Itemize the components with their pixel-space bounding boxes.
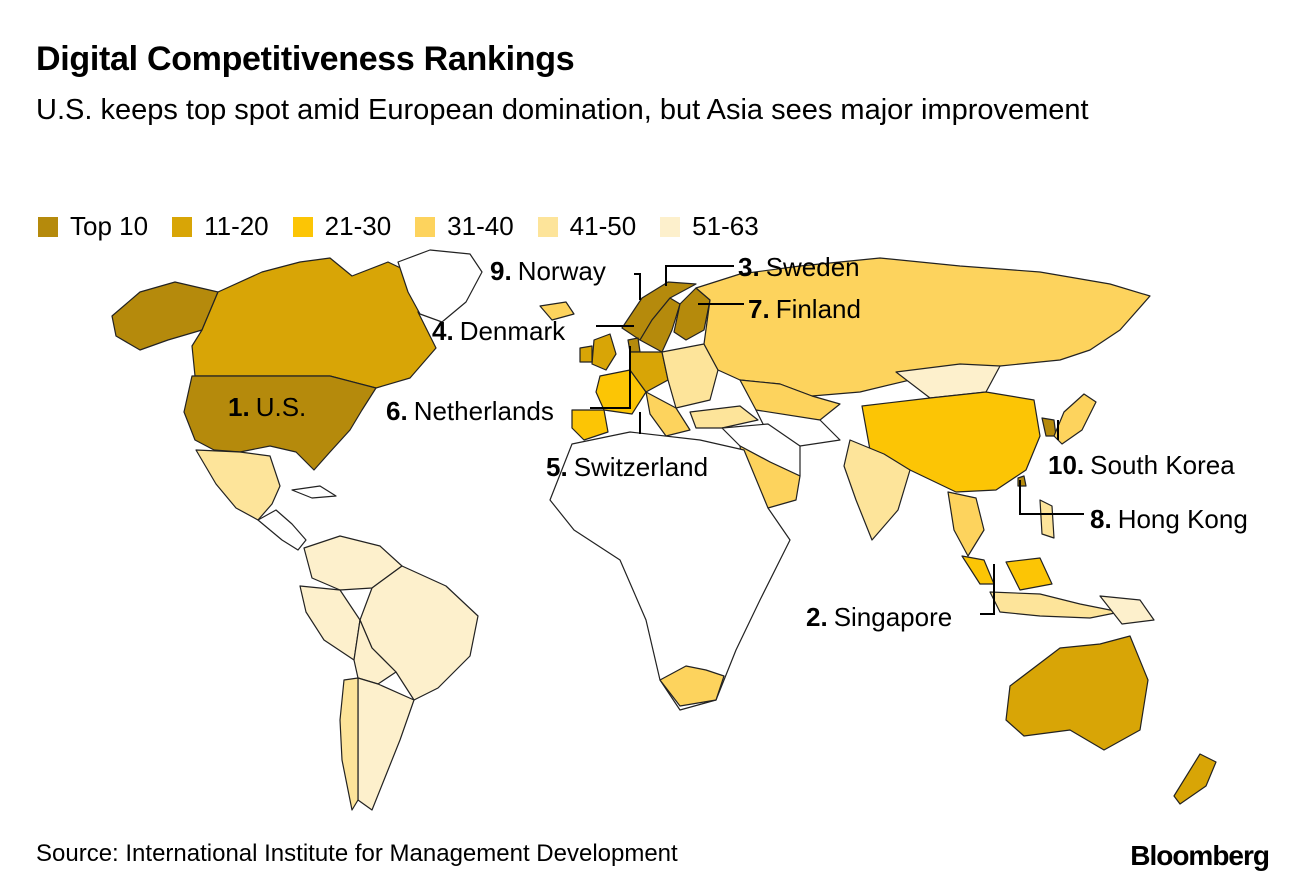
region-mongolia — [895, 363, 1001, 399]
country-name: South Korea — [1090, 450, 1235, 480]
rank-number: 8. — [1090, 504, 1112, 534]
rank-number: 7. — [748, 294, 770, 324]
region-iceland — [539, 301, 575, 321]
region-argentina — [357, 677, 415, 811]
region-new-zealand — [1173, 753, 1217, 805]
legend-item-11-20: 11-20 — [172, 211, 269, 242]
legend-item-top10: Top 10 — [38, 211, 148, 242]
region-iberia — [571, 409, 609, 441]
chart-subtitle: U.S. keeps top spot amid European domina… — [36, 94, 1089, 126]
region-canada — [191, 257, 437, 389]
country-name: Singapore — [834, 602, 953, 632]
legend-swatch — [415, 216, 436, 237]
country-name: U.S. — [256, 392, 307, 422]
country-name: Switzerland — [574, 452, 708, 482]
region-indonesia — [989, 591, 1121, 619]
legend: Top 10 11-20 21-30 31-40 41-50 51-63 — [38, 211, 783, 242]
leader-line-singapore — [980, 564, 995, 615]
region-japan — [1053, 393, 1097, 445]
legend-swatch — [292, 216, 313, 237]
label-finland: 7. Finland — [748, 294, 861, 324]
legend-swatch — [38, 216, 58, 237]
region-south-africa — [659, 665, 725, 707]
legend-swatch — [172, 216, 193, 237]
legend-swatch — [537, 216, 558, 237]
label-norway: 9. Norway — [490, 256, 606, 286]
region-mexico — [195, 449, 281, 521]
region-southeast-asia — [947, 491, 985, 557]
legend-item-41-50: 41-50 — [537, 211, 637, 242]
region-uk — [591, 333, 617, 371]
label-hong-kong: 8. Hong Kong — [1090, 504, 1248, 534]
country-name: Norway — [518, 256, 606, 286]
bloomberg-logo: Bloomberg — [1130, 840, 1270, 871]
legend-label: 11-20 — [204, 211, 269, 241]
region-chile — [339, 677, 359, 811]
rank-number: 5. — [546, 452, 568, 482]
rank-number: 1. — [228, 392, 250, 422]
rank-number: 4. — [432, 316, 454, 346]
region-papua — [1099, 595, 1155, 625]
leader-line-hong-kong — [1019, 480, 1084, 515]
leader-line-norway — [634, 273, 641, 300]
rank-number: 2. — [806, 602, 828, 632]
country-name: Denmark — [460, 316, 566, 346]
region-central-america — [257, 509, 307, 551]
label-netherlands: 6. Netherlands — [386, 396, 554, 426]
legend-item-51-63: 51-63 — [660, 211, 759, 242]
region-borneo — [1005, 557, 1053, 591]
legend-item-31-40: 31-40 — [415, 211, 514, 242]
source-note: Source: International Institute for Mana… — [36, 840, 678, 867]
rank-number: 10. — [1048, 450, 1084, 480]
leader-line-netherlands — [590, 346, 631, 409]
chart-title: Digital Competitiveness Rankings — [36, 40, 575, 78]
region-ireland — [579, 345, 593, 363]
region-cuba — [291, 485, 337, 499]
label-singapore: 2. Singapore — [806, 602, 952, 632]
rank-number: 3. — [738, 252, 760, 282]
country-name: Hong Kong — [1118, 504, 1248, 534]
region-malaysia — [961, 555, 995, 585]
label-switzerland: 5. Switzerland — [546, 452, 708, 482]
country-name: Sweden — [766, 252, 860, 282]
legend-label: Top 10 — [70, 211, 149, 241]
legend-label: 21-30 — [324, 211, 392, 241]
legend-label: 41-50 — [569, 211, 637, 241]
legend-item-21-30: 21-30 — [292, 211, 392, 242]
label-us: 1. U.S. — [228, 392, 306, 422]
region-russia — [695, 257, 1151, 397]
region-australia — [1005, 635, 1149, 751]
country-name: Netherlands — [414, 396, 554, 426]
label-south-korea: 10. South Korea — [1048, 450, 1235, 480]
region-india — [843, 439, 911, 541]
legend-swatch — [660, 216, 681, 237]
region-greenland — [397, 249, 483, 323]
region-italy-balkans — [645, 391, 691, 437]
region-africa — [549, 431, 791, 711]
rank-number: 9. — [490, 256, 512, 286]
region-turkey — [689, 405, 759, 429]
legend-label: 51-63 — [692, 211, 759, 241]
region-peru — [299, 585, 361, 661]
country-name: Finland — [776, 294, 861, 324]
region-philippines — [1039, 499, 1055, 539]
region-united-states — [183, 375, 377, 471]
leader-line-sweden — [665, 265, 734, 286]
legend-label: 31-40 — [447, 211, 514, 241]
region-korea — [1041, 417, 1057, 437]
rank-number: 6. — [386, 396, 408, 426]
label-sweden: 3. Sweden — [738, 252, 860, 282]
label-denmark: 4. Denmark — [432, 316, 566, 346]
